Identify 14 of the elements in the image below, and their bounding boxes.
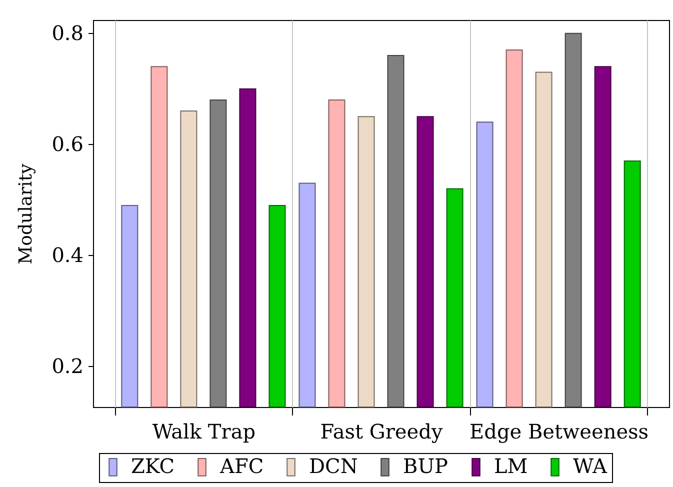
y-tick-label: 0.2 xyxy=(52,354,84,378)
legend-label: DCN xyxy=(309,454,358,478)
x-tick-label: Edge Betweeness xyxy=(470,420,649,444)
legend-label: AFC xyxy=(219,454,264,478)
legend-label: WA xyxy=(573,454,608,478)
x-tick-label: Walk Trap xyxy=(152,420,256,444)
y-tick-label: 0.6 xyxy=(52,132,84,156)
legend-label: LM xyxy=(494,454,528,478)
y-axis-title: Modularity xyxy=(16,162,37,264)
y-tick-label: 0.4 xyxy=(52,242,84,267)
legend-label: BUP xyxy=(403,454,448,478)
y-tick-label: 0.8 xyxy=(52,20,84,45)
x-tick-label: Fast Greedy xyxy=(320,420,444,444)
legend-label: ZKC xyxy=(131,454,175,478)
